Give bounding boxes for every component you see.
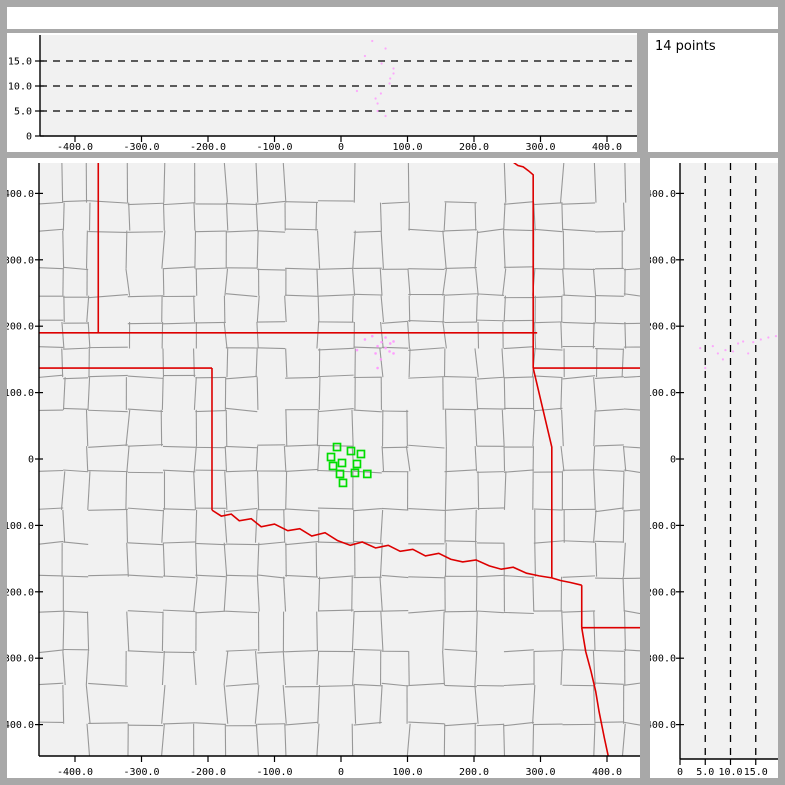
svg-text:100.0: 100.0	[392, 142, 422, 152]
svg-text:0: 0	[338, 767, 344, 778]
svg-text:300.0: 300.0	[7, 255, 34, 266]
svg-text:5.0: 5.0	[14, 107, 32, 118]
lightning-source-point	[380, 340, 383, 344]
lightning-source-point	[355, 348, 359, 352]
lightning-source-point	[376, 344, 379, 348]
lightning-source-point	[392, 352, 395, 355]
lma-station-marker	[352, 459, 362, 469]
svg-text:-200.0: -200.0	[190, 767, 226, 778]
title-bar: Oklahoma Lightning Mapping Array 0300–04…	[7, 7, 778, 29]
svg-text:400.0: 400.0	[7, 189, 34, 200]
lma-station-marker	[362, 469, 372, 479]
lightning-source-point	[370, 334, 374, 338]
svg-text:-100.0: -100.0	[7, 521, 34, 532]
lma-station-marker	[335, 469, 345, 479]
svg-text:-400.0: -400.0	[650, 720, 676, 731]
lightning-source-point	[376, 366, 379, 370]
lma-station-marker	[326, 452, 336, 462]
lma-station-marker	[332, 442, 342, 452]
svg-text:0: 0	[677, 767, 683, 778]
svg-text:-100.0: -100.0	[256, 767, 292, 778]
panel-alt-vs-ns: 400.0 300.0 200.0 100.0 0 -100.0 -200.0 -300.0 -…	[650, 158, 778, 778]
lightning-source-point	[374, 352, 377, 355]
svg-text:-300.0: -300.0	[123, 142, 159, 152]
alt-ew-plot[interactable]: 0 5.0 10.0 15.0 -400.0 -300.0 -200.0 -100.0 0 100…	[7, 33, 637, 152]
svg-text:100.0: 100.0	[650, 388, 676, 399]
plan-view-map[interactable]: 400.0 300.0 200.0 100.0 0 -100.0 -200.0 -300.0 -…	[7, 158, 640, 778]
lma-station-marker	[328, 461, 338, 471]
svg-text:10.0: 10.0	[718, 767, 742, 778]
alt-ns-plot[interactable]: 400.0 300.0 200.0 100.0 0 -100.0 -200.0 -300.0 -…	[650, 158, 778, 778]
svg-text:200.0: 200.0	[650, 322, 676, 333]
svg-text:300.0: 300.0	[525, 767, 555, 778]
lightning-source-point	[363, 338, 367, 341]
svg-text:-400.0: -400.0	[57, 142, 93, 152]
svg-text:200.0: 200.0	[459, 767, 489, 778]
svg-text:15.0: 15.0	[8, 57, 32, 68]
lightning-source-point	[379, 358, 383, 361]
lma-station-marker	[350, 468, 360, 478]
svg-text:200.0: 200.0	[459, 142, 489, 152]
svg-text:-400.0: -400.0	[7, 720, 34, 731]
svg-text:-200.0: -200.0	[7, 587, 34, 598]
panel-alt-vs-ew: 0 5.0 10.0 15.0 -400.0 -300.0 -200.0 -100.0 0 100…	[7, 33, 637, 152]
svg-text:400.0: 400.0	[592, 767, 622, 778]
svg-text:0: 0	[28, 455, 34, 466]
svg-text:100.0: 100.0	[392, 767, 422, 778]
svg-text:-100.0: -100.0	[650, 521, 676, 532]
lightning-source-point	[388, 350, 391, 353]
svg-text:100.0: 100.0	[7, 388, 34, 399]
state-border-red-river	[211, 509, 582, 586]
svg-text:400.0: 400.0	[650, 189, 676, 200]
lightning-source-point	[384, 336, 387, 339]
panel-point-count: 14 points	[648, 33, 778, 152]
svg-text:200.0: 200.0	[7, 322, 34, 333]
state-border-kansas-missouri	[512, 163, 534, 333]
svg-text:-300.0: -300.0	[650, 654, 676, 665]
svg-text:-400.0: -400.0	[57, 767, 93, 778]
svg-text:10.0: 10.0	[8, 82, 32, 93]
svg-text:0: 0	[338, 142, 344, 152]
state-border-texas-louisiana	[580, 627, 610, 756]
lma-station-marker	[346, 446, 356, 456]
point-count-label: 14 points	[655, 39, 716, 54]
lma-station-marker	[337, 458, 347, 468]
lma-station-marker	[356, 449, 366, 459]
svg-text:400.0: 400.0	[592, 142, 622, 152]
lightning-source-point	[384, 346, 387, 350]
svg-text:-100.0: -100.0	[256, 142, 292, 152]
svg-text:-300.0: -300.0	[123, 767, 159, 778]
panel-plan-view: 400.0 300.0 200.0 100.0 0 -100.0 -200.0 -300.0 -…	[7, 158, 640, 778]
svg-text:-300.0: -300.0	[7, 654, 34, 665]
lma-station-marker	[338, 478, 348, 488]
svg-text:-200.0: -200.0	[650, 587, 676, 598]
svg-text:5.0: 5.0	[696, 767, 714, 778]
lightning-source-point	[388, 342, 392, 345]
state-border-oklahoma-arkansas	[532, 367, 553, 578]
svg-text:0: 0	[670, 455, 676, 466]
svg-text:-200.0: -200.0	[190, 142, 226, 152]
lightning-source-point	[392, 340, 395, 343]
svg-text:15.0: 15.0	[744, 767, 768, 778]
svg-text:300.0: 300.0	[650, 255, 676, 266]
svg-text:0: 0	[26, 132, 32, 143]
svg-text:300.0: 300.0	[525, 142, 555, 152]
